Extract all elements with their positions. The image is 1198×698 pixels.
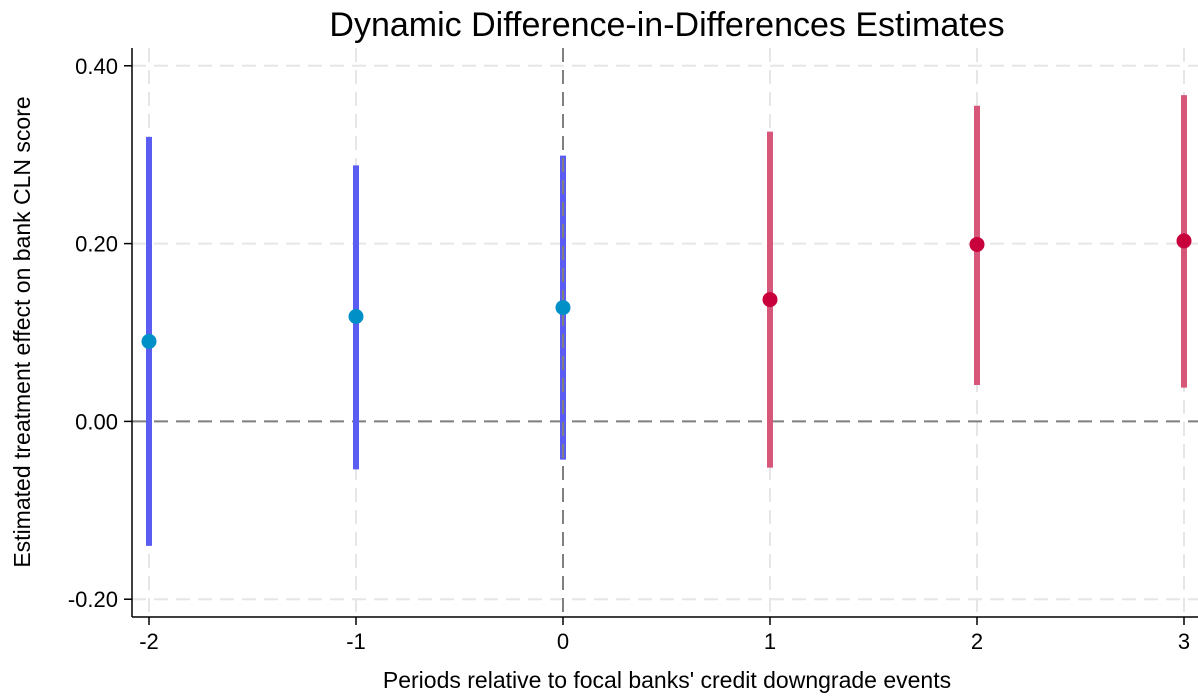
x-axis-title: Periods relative to focal banks' credit … (383, 667, 951, 693)
point-estimate-post (762, 292, 778, 308)
y-tick-label: 0.20 (75, 232, 118, 257)
y-tick-label: 0.00 (75, 409, 118, 434)
x-tick-label: 1 (764, 629, 776, 654)
point-estimate-pre (141, 333, 157, 349)
y-tick-label: 0.40 (75, 54, 118, 79)
point-estimates (141, 233, 1192, 349)
y-tick-label: -0.20 (68, 587, 118, 612)
x-tick-label: 3 (1178, 629, 1190, 654)
confidence-intervals (146, 48, 1187, 617)
x-tick-label: 2 (971, 629, 983, 654)
grid-lines (132, 48, 1198, 617)
x-tick-label: 0 (557, 629, 569, 654)
y-axis-title: Estimated treatment effect on bank CLN s… (9, 96, 35, 567)
point-estimate-pre (348, 308, 364, 324)
point-estimate-post (969, 236, 985, 252)
x-tick-label: -1 (346, 629, 366, 654)
point-estimate-pre (555, 300, 571, 316)
point-estimate-post (1176, 233, 1192, 249)
x-tick-label: -2 (139, 629, 159, 654)
chart-title: Dynamic Difference-in-Differences Estima… (329, 6, 1004, 44)
axes: -0.20 0.00 0.20 0.40 -2 -1 0 1 2 3 (68, 48, 1198, 654)
